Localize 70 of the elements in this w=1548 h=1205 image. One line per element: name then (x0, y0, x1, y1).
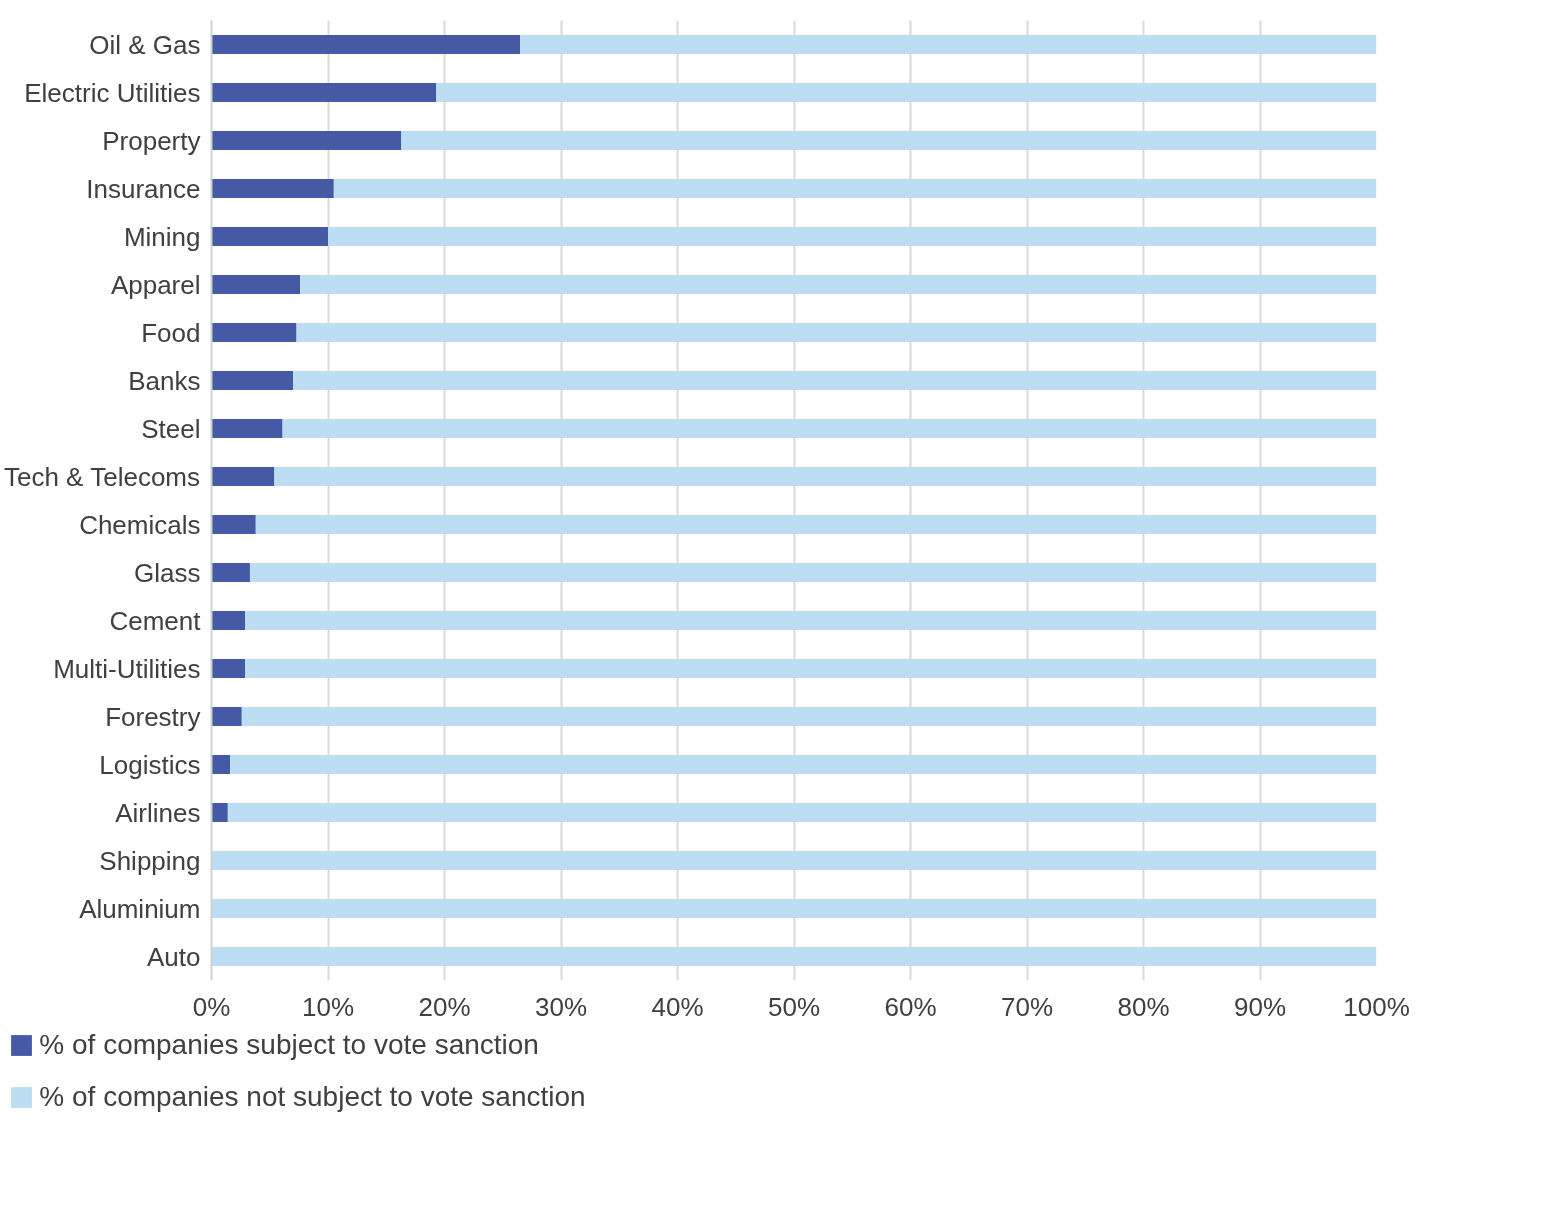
bar (249, 562, 1377, 583)
y-tick-label: Cement (109, 605, 202, 636)
bar (211, 34, 521, 55)
y-tick-label: Food (141, 317, 201, 348)
bar (274, 466, 1377, 487)
bar (211, 370, 294, 391)
y-tick-label: Banks (128, 365, 201, 396)
bar (211, 274, 301, 295)
bar (211, 226, 328, 247)
bar (211, 802, 228, 823)
x-tick-label: 70% (1000, 991, 1054, 1022)
bar (211, 178, 334, 199)
bar (282, 418, 1377, 439)
bar (211, 850, 1377, 871)
x-tick-label: 60% (884, 991, 937, 1022)
y-tick-label: Glass (134, 557, 201, 588)
bar (211, 82, 437, 103)
bar (436, 82, 1377, 103)
bar (255, 514, 1377, 535)
y-tick-label: Airlines (115, 797, 201, 828)
y-tick-label: Insurance (86, 173, 201, 204)
bar (211, 658, 246, 679)
y-tick-label: Mining (123, 221, 201, 252)
y-tick-label: Apparel (110, 269, 201, 300)
y-tick-label: Tech & Telecoms (3, 461, 201, 492)
bar (227, 802, 1377, 823)
x-tick-label: 0% (192, 991, 231, 1022)
bar (211, 754, 231, 775)
y-tick-label: Steel (141, 413, 201, 444)
bar (401, 130, 1377, 151)
bar (520, 34, 1377, 55)
legend-label: % of companies not subject to vote sanction (39, 1081, 586, 1113)
x-tick-label: 90% (1233, 991, 1287, 1022)
y-tick-label: Auto (147, 941, 201, 972)
bar (245, 610, 1377, 631)
bar (300, 274, 1377, 295)
x-tick-label: 80% (1117, 991, 1170, 1022)
y-tick-label: Multi-Utilities (53, 653, 201, 684)
bar (211, 514, 256, 535)
bar (211, 610, 246, 631)
bar (211, 706, 242, 727)
y-tick-label: Logistics (99, 749, 201, 780)
x-tick-label: 50% (767, 991, 821, 1022)
bar (211, 946, 1377, 967)
bar (211, 898, 1377, 919)
y-tick-label: Electric Utilities (24, 77, 201, 108)
bar (211, 130, 402, 151)
x-tick-label: 100% (1343, 991, 1410, 1022)
bar (328, 226, 1377, 247)
y-tick-label: Shipping (99, 845, 201, 876)
y-tick-label: Property (102, 125, 201, 156)
bar (293, 370, 1377, 391)
bar (241, 706, 1377, 727)
bar (211, 466, 275, 487)
bar (211, 562, 250, 583)
y-tick-label: Aluminium (79, 893, 201, 924)
y-tick-label: Chemicals (79, 509, 201, 540)
y-tick-label: Oil & Gas (89, 29, 201, 60)
legend-label: % of companies subject to vote sanction (39, 1029, 539, 1061)
bar (296, 322, 1377, 343)
bar (211, 322, 297, 343)
x-tick-label: 20% (418, 991, 471, 1022)
bar (245, 658, 1377, 679)
bar (230, 754, 1377, 775)
bar (333, 178, 1377, 199)
x-tick-label: 30% (534, 991, 588, 1022)
x-tick-label: 10% (301, 991, 355, 1022)
x-tick-label: 40% (651, 991, 704, 1022)
y-tick-label: Forestry (105, 701, 201, 732)
bar (211, 418, 283, 439)
